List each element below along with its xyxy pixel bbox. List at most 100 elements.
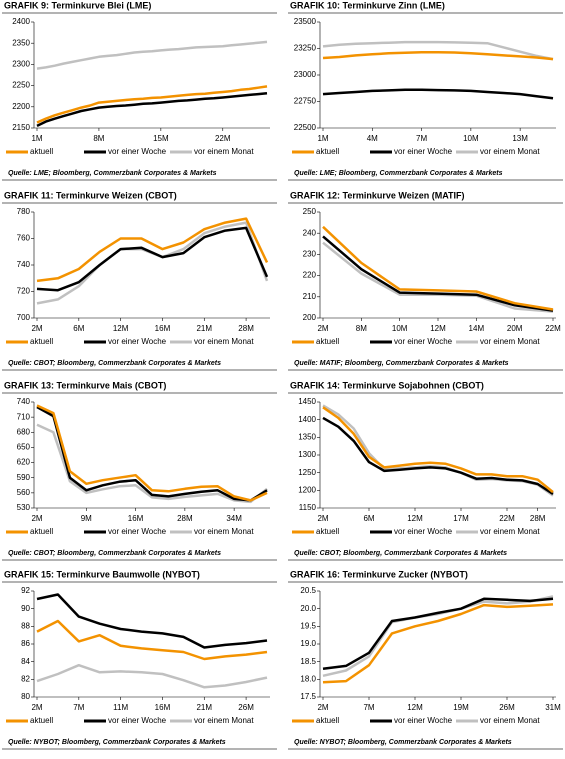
y-tick-label: 18.0 <box>300 674 316 683</box>
series-line <box>322 225 554 311</box>
source-note: Quelle: CBOT; Bloomberg, Commerzbank Cor… <box>8 550 221 557</box>
y-tick-label: 23500 <box>294 17 317 26</box>
series-line <box>322 241 554 313</box>
x-tick-label: 6M <box>363 514 374 523</box>
series-line <box>322 404 554 497</box>
chart-title: GRAFIK 16: Terminkurve Zucker (NYBOT) <box>290 569 468 579</box>
legend-label: vor einem Monat <box>480 337 540 346</box>
series-line <box>322 40 554 61</box>
x-tick-label: 12M <box>430 324 446 333</box>
series-line <box>322 406 554 494</box>
y-tick-label: 210 <box>303 292 317 301</box>
source-note: Quelle: CBOT; Bloomberg, Commerzbank Cor… <box>294 550 507 557</box>
legend-label: vor einem Monat <box>480 147 540 156</box>
legend-label: vor einer Woche <box>394 716 453 725</box>
x-tick-label: 22M <box>545 324 561 333</box>
x-tick-label: 21M <box>196 324 212 333</box>
y-tick-label: 1200 <box>298 485 316 494</box>
x-tick-label: 16M <box>155 703 171 712</box>
x-tick-label: 22M <box>499 514 515 523</box>
x-tick-label: 1M <box>31 134 42 143</box>
x-tick-label: 11M <box>113 703 128 712</box>
legend-label: aktuell <box>316 147 339 156</box>
series-line <box>36 593 268 649</box>
y-tick-label: 220 <box>303 271 317 280</box>
y-tick-label: 710 <box>17 412 31 421</box>
legend-label: vor einem Monat <box>480 527 540 536</box>
y-tick-label: 86 <box>21 639 30 648</box>
series-line <box>322 597 554 670</box>
series-line <box>322 88 554 100</box>
x-tick-label: 22M <box>215 134 231 143</box>
y-tick-label: 1350 <box>298 432 316 441</box>
series-line <box>36 221 269 305</box>
source-note: Quelle: NYBOT; Bloomberg, Commerzbank Co… <box>8 739 226 746</box>
chart-title: GRAFIK 11: Terminkurve Weizen (CBOT) <box>4 190 177 200</box>
x-tick-label: 16M <box>155 324 171 333</box>
x-tick-label: 2M <box>31 703 42 712</box>
y-tick-label: 84 <box>21 657 30 666</box>
series-line <box>36 217 269 283</box>
legend-label: vor einem Monat <box>194 716 254 725</box>
x-tick-label: 2M <box>317 514 328 523</box>
y-tick-label: 19.5 <box>300 621 316 630</box>
y-tick-label: 2300 <box>12 60 30 69</box>
y-tick-label: 2150 <box>12 123 30 132</box>
x-tick-label: 20M <box>507 324 523 333</box>
y-tick-label: 1400 <box>298 415 316 424</box>
y-tick-label: 200 <box>303 313 317 322</box>
x-tick-label: 26M <box>499 703 515 712</box>
x-tick-label: 1M <box>317 134 328 143</box>
x-tick-label: 7M <box>416 134 427 143</box>
legend-label: vor einem Monat <box>480 716 540 725</box>
y-tick-label: 23250 <box>294 44 317 53</box>
y-tick-label: 23000 <box>294 70 317 79</box>
legend-label: aktuell <box>30 147 53 156</box>
y-tick-label: 720 <box>17 287 31 296</box>
x-tick-label: 14M <box>469 324 485 333</box>
y-tick-label: 530 <box>17 503 31 512</box>
x-tick-label: 28M <box>530 514 546 523</box>
legend-label: vor einer Woche <box>394 527 453 536</box>
series-line <box>36 226 269 292</box>
y-tick-label: 82 <box>21 674 30 683</box>
source-note: Quelle: LME; Bloomberg, Commerzbank Corp… <box>294 170 503 177</box>
series-line <box>322 235 554 312</box>
x-tick-label: 15M <box>153 134 169 143</box>
y-tick-label: 230 <box>303 250 317 259</box>
series-line <box>36 404 268 502</box>
legend-label: aktuell <box>316 337 339 346</box>
y-tick-label: 2200 <box>12 102 30 111</box>
legend-label: aktuell <box>30 527 53 536</box>
series-line <box>36 423 268 504</box>
source-note: Quelle: CBOT; Bloomberg, Commerzbank Cor… <box>8 360 221 367</box>
x-tick-label: 26M <box>238 703 254 712</box>
x-tick-label: 34M <box>226 514 242 523</box>
legend-label: vor einer Woche <box>394 147 453 156</box>
x-tick-label: 10M <box>392 324 408 333</box>
series-line <box>36 663 268 689</box>
legend-label: vor einer Woche <box>108 337 167 346</box>
y-tick-label: 250 <box>303 207 317 216</box>
x-tick-label: 12M <box>407 514 423 523</box>
y-tick-label: 590 <box>17 473 31 482</box>
y-tick-label: 80 <box>21 692 30 701</box>
series-line <box>322 603 554 684</box>
y-tick-label: 650 <box>17 443 31 452</box>
source-note: Quelle: LME; Bloomberg, Commerzbank Corp… <box>8 170 217 177</box>
y-tick-label: 700 <box>17 313 31 322</box>
x-tick-label: 2M <box>317 324 328 333</box>
legend-label: vor einer Woche <box>108 147 167 156</box>
x-tick-label: 8M <box>93 134 104 143</box>
y-tick-label: 1150 <box>299 503 317 512</box>
y-tick-label: 740 <box>17 260 31 269</box>
x-tick-label: 10M <box>463 134 479 143</box>
y-tick-label: 740 <box>17 397 31 406</box>
chart-title: GRAFIK 15: Terminkurve Baumwolle (NYBOT) <box>4 569 200 579</box>
legend-label: vor einem Monat <box>194 527 254 536</box>
y-tick-label: 92 <box>21 586 30 595</box>
y-tick-label: 22500 <box>294 123 317 132</box>
x-tick-label: 4M <box>367 134 378 143</box>
y-tick-label: 560 <box>17 488 31 497</box>
y-tick-label: 1450 <box>298 397 316 406</box>
